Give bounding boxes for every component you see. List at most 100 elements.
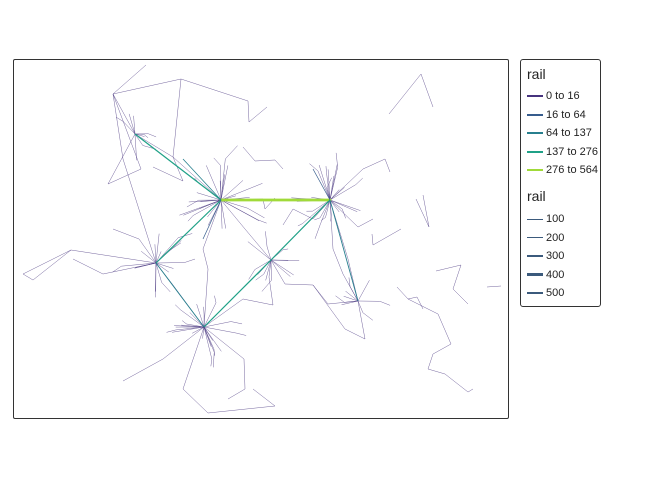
rail-link xyxy=(236,332,247,336)
legend-color-swatch xyxy=(527,169,543,171)
rail-link xyxy=(155,262,174,269)
rail-link xyxy=(327,300,359,305)
rail-link xyxy=(115,116,124,122)
rail-link xyxy=(255,273,264,281)
rail-link xyxy=(247,207,265,219)
legend-width-item: 500 xyxy=(527,286,564,300)
rail-link xyxy=(415,198,430,228)
rail-link xyxy=(329,199,361,211)
rail-link xyxy=(172,326,205,333)
rail-link xyxy=(148,133,157,138)
rail-link xyxy=(143,134,149,139)
rail-link xyxy=(121,262,157,267)
rail-link xyxy=(134,133,145,137)
rail-link xyxy=(268,276,274,306)
rail-link xyxy=(207,405,276,414)
rail-link xyxy=(181,320,187,325)
rail-link xyxy=(270,199,331,261)
rail-link xyxy=(155,262,162,283)
rail-link xyxy=(467,388,474,393)
rail-link xyxy=(357,218,374,228)
rail-link xyxy=(329,199,359,228)
rail-link xyxy=(122,358,164,382)
rail-link xyxy=(297,223,303,227)
rail-link xyxy=(242,146,256,162)
rail-link xyxy=(187,215,194,222)
legend-color-title: rail xyxy=(527,66,546,82)
rail-link xyxy=(155,233,160,264)
rail-link xyxy=(134,133,174,158)
rail-links-major xyxy=(134,133,359,328)
rail-link xyxy=(326,177,332,188)
rail-link xyxy=(452,264,462,290)
rail-link xyxy=(220,199,260,222)
rail-link xyxy=(186,199,199,208)
legend-width-label: 100 xyxy=(546,213,565,225)
rail-link xyxy=(213,352,215,368)
rail-link xyxy=(203,326,213,360)
rail-link xyxy=(70,249,157,264)
rail-link xyxy=(317,170,331,201)
rail-link xyxy=(284,283,314,286)
rail-link xyxy=(202,199,222,240)
rail-link xyxy=(220,165,229,201)
rail-link xyxy=(172,156,222,201)
rail-link xyxy=(257,219,267,224)
rail-link xyxy=(203,302,217,328)
rail-link xyxy=(220,199,223,229)
rail-link xyxy=(319,199,331,218)
rail-link xyxy=(161,282,171,293)
rail-link xyxy=(141,251,157,264)
rail-link xyxy=(263,259,272,275)
rail-link xyxy=(291,197,302,199)
rail-link xyxy=(325,199,331,218)
legend-color-label: 0 to 16 xyxy=(546,90,580,102)
rail-link xyxy=(371,233,374,246)
rail-link xyxy=(372,228,402,246)
rail-link xyxy=(329,168,364,201)
rail-link xyxy=(314,224,321,239)
rail-link xyxy=(154,244,157,264)
rail-link xyxy=(329,199,358,212)
legend-color-swatch xyxy=(527,132,543,134)
rail-link xyxy=(196,192,222,201)
rail-link xyxy=(254,259,272,270)
rail-link xyxy=(202,199,222,250)
rail-link xyxy=(22,273,34,281)
rail-link xyxy=(242,298,274,306)
rail-link xyxy=(427,368,446,375)
rail-link xyxy=(266,246,272,261)
rail-link xyxy=(407,298,439,315)
rail-link xyxy=(112,228,140,240)
rail-link xyxy=(122,158,157,264)
rail-link xyxy=(155,199,222,264)
legend-color-swatch xyxy=(527,150,543,153)
legend-width-swatch xyxy=(527,236,543,239)
rail-link xyxy=(329,199,334,250)
legend-width-swatch xyxy=(527,218,543,220)
rail-link xyxy=(329,184,356,201)
rail-link xyxy=(152,166,184,182)
rail-link xyxy=(357,280,370,302)
rail-link xyxy=(192,326,205,334)
rail-link xyxy=(384,158,391,173)
rail-link xyxy=(107,133,136,185)
rail-link xyxy=(335,295,345,303)
rail-link xyxy=(396,286,409,300)
rail-link xyxy=(172,156,184,182)
legend-color-item: 0 to 16 xyxy=(527,89,580,103)
rail-link xyxy=(432,343,452,355)
map-frame xyxy=(13,59,509,419)
rail-link xyxy=(112,93,136,135)
rail-link xyxy=(252,388,276,407)
rail-link xyxy=(206,165,222,201)
rail-link xyxy=(225,145,238,160)
rail-link xyxy=(309,163,319,172)
rail-link xyxy=(312,199,331,212)
rail-link xyxy=(344,328,366,340)
rail-link xyxy=(182,388,209,414)
rail-link xyxy=(388,73,422,115)
legend-width-item: 200 xyxy=(527,231,564,245)
rail-link xyxy=(326,172,331,201)
rail-link xyxy=(247,241,272,261)
